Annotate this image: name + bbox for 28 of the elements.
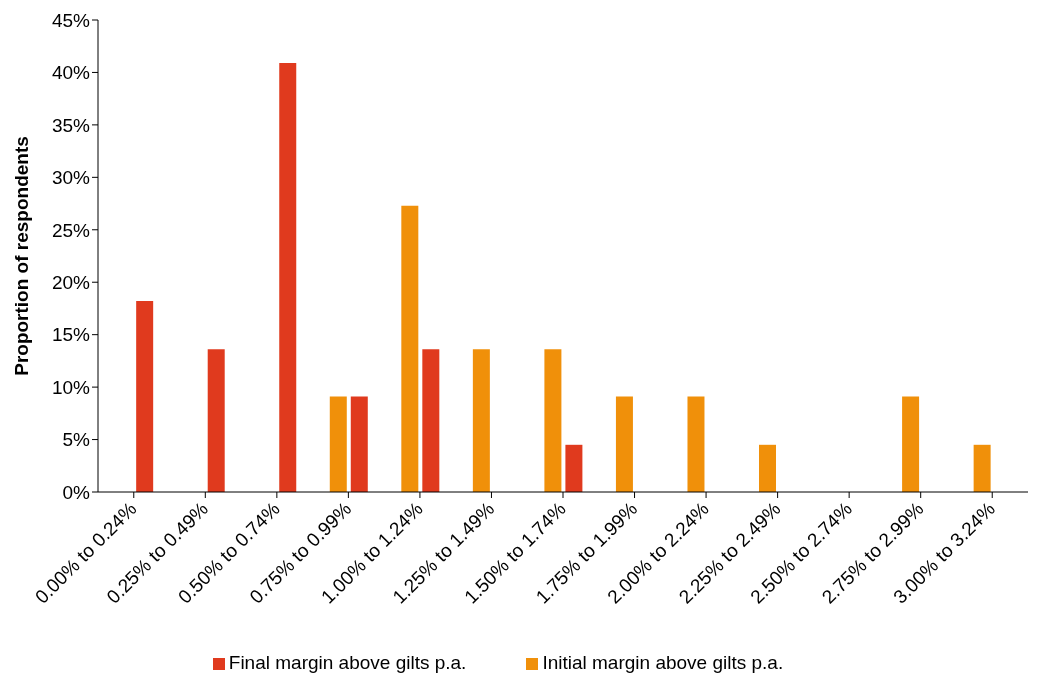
legend-label: Initial margin above gilts p.a. (542, 652, 784, 673)
bar (279, 63, 297, 492)
y-tick-label: 35% (51, 114, 91, 136)
y-tick-label: 20% (51, 271, 91, 293)
bar (207, 349, 225, 492)
bar (401, 205, 419, 492)
bar (687, 396, 705, 492)
bar (615, 396, 633, 492)
bar (422, 349, 440, 492)
bar (544, 349, 562, 492)
y-tick-label: 25% (51, 219, 91, 241)
bar (902, 396, 920, 492)
y-tick-label: 0% (62, 481, 91, 503)
y-axis-title: Proportion of respondents (10, 136, 32, 376)
bar (350, 396, 368, 492)
bar (136, 301, 154, 492)
y-tick-label: 15% (51, 324, 91, 346)
bar (472, 349, 490, 492)
y-tick-label: 5% (62, 429, 91, 451)
bar (759, 444, 777, 492)
legend-label: Final margin above gilts p.a. (228, 652, 467, 673)
y-tick-label: 10% (51, 376, 91, 398)
bar (329, 396, 347, 492)
y-tick-label: 40% (51, 62, 91, 84)
y-tick-label: 45% (51, 9, 91, 31)
bar (565, 444, 583, 492)
bar (973, 444, 991, 492)
y-tick-label: 30% (51, 167, 91, 189)
